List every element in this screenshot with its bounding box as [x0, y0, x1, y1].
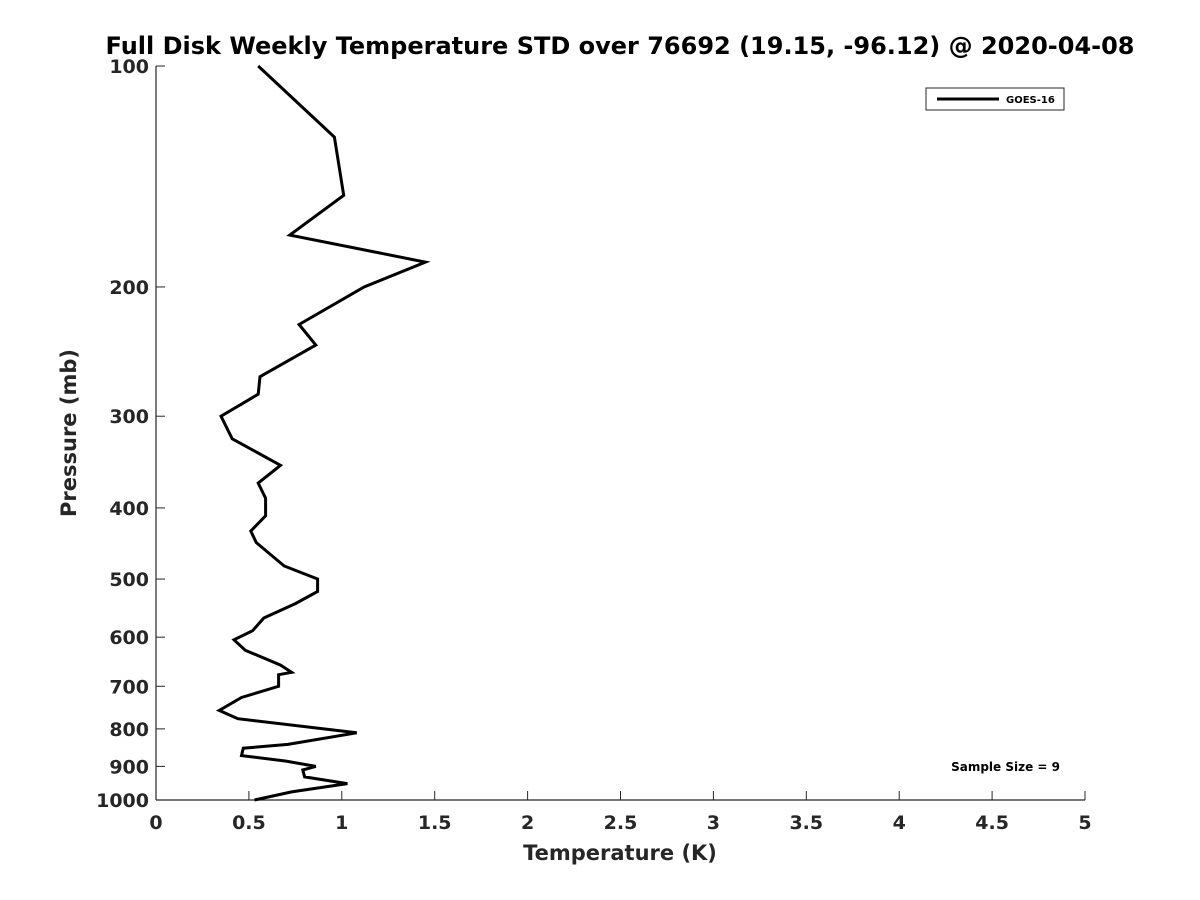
x-tick-label: 1.5 — [418, 812, 452, 834]
y-tick-label: 600 — [109, 627, 149, 649]
y-tick-label: 500 — [109, 569, 149, 591]
x-tick-label: 2.5 — [604, 812, 638, 834]
legend: GOES-16 — [925, 87, 1065, 111]
series-layer — [215, 64, 431, 802]
y-ticks: 100 200 300 400 500 600 700 800 900 1000 — [96, 56, 165, 812]
y-tick-label: 800 — [109, 719, 149, 741]
x-tick-label: 5 — [1078, 812, 1091, 834]
legend-label-goes-16: GOES-16 — [1006, 95, 1055, 106]
y-tick-label: 100 — [109, 56, 149, 78]
y-tick-label: 300 — [109, 406, 149, 428]
y-tick-label: 400 — [109, 498, 149, 520]
x-axis-label: Temperature (K) — [523, 841, 717, 865]
x-tick-label: 4.5 — [975, 812, 1009, 834]
series-line-goes-16 — [215, 64, 431, 802]
x-ticks: 0 0.5 1 1.5 2 2.5 3 3.5 4 4.5 5 — [149, 791, 1092, 834]
y-tick-label: 900 — [109, 756, 149, 778]
x-tick-label: 4 — [893, 812, 906, 834]
x-tick-label: 3 — [707, 812, 720, 834]
x-tick-label: 1 — [335, 812, 348, 834]
y-tick-label: 200 — [109, 277, 149, 299]
x-tick-label: 0.5 — [232, 812, 266, 834]
y-axis-label: Pressure (mb) — [57, 349, 81, 517]
y-tick-label: 700 — [109, 676, 149, 698]
y-tick-label: 1000 — [96, 790, 149, 812]
x-tick-label: 0 — [149, 812, 162, 834]
x-tick-label: 3.5 — [789, 812, 823, 834]
chart-title: Full Disk Weekly Temperature STD over 76… — [106, 32, 1135, 60]
x-tick-label: 2 — [521, 812, 534, 834]
sample-size-annotation: Sample Size = 9 — [951, 760, 1060, 774]
